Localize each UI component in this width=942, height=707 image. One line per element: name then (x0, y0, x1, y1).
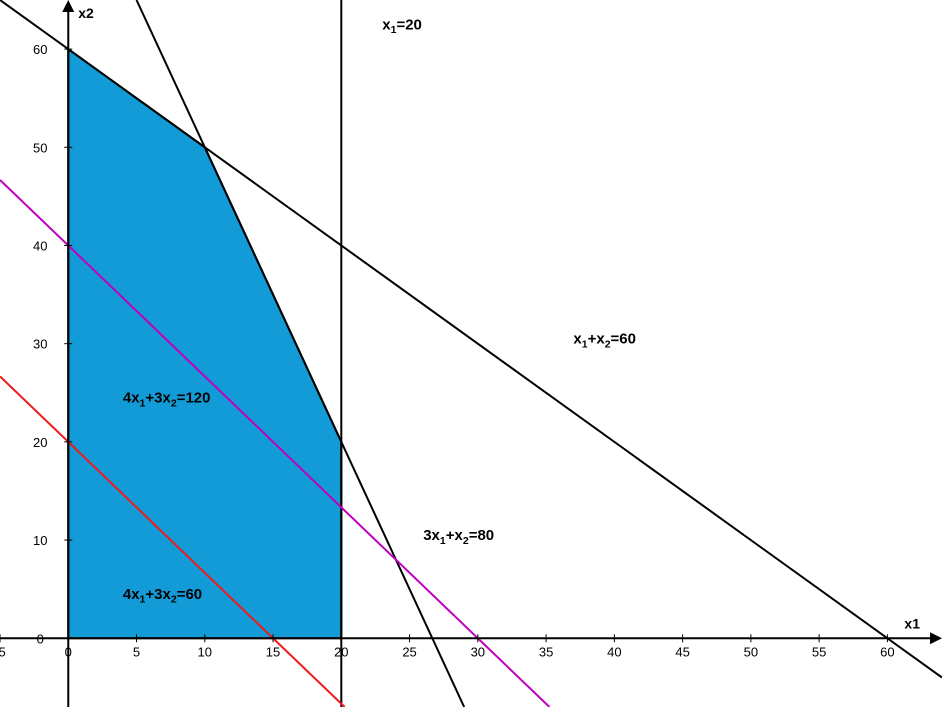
label-3x1_plus_x2_eq_80: 3x1+x2=80 (423, 527, 494, 547)
x-tick-label: 60 (880, 644, 894, 659)
label-4x1_plus_3x2_eq_120: 4x1+3x2=120 (123, 390, 211, 410)
y-tick-label: 10 (33, 533, 47, 548)
y-tick-label: 40 (33, 238, 47, 253)
y-tick-label: 0 (37, 631, 44, 646)
x-axis-label: x1 (904, 615, 920, 631)
x-tick-label: 30 (471, 644, 485, 659)
x-tick-label: 20 (334, 644, 348, 659)
x-tick-label: 35 (539, 644, 553, 659)
y-tick-label: 30 (33, 337, 47, 352)
x-tick-label: 40 (607, 644, 621, 659)
label-x1_eq_20: x1=20 (382, 16, 422, 36)
x-tick-label: 45 (675, 644, 689, 659)
y-tick-label: 20 (33, 435, 47, 450)
y-axis-label: x2 (78, 5, 94, 21)
x-tick-label: 50 (744, 644, 758, 659)
y-tick-label: 50 (33, 140, 47, 155)
y-tick-label: 60 (33, 42, 47, 57)
x-tick-label: 10 (198, 644, 212, 659)
x-tick-label: 55 (812, 644, 826, 659)
x-tick-label: 15 (266, 644, 280, 659)
x-tick-label: 25 (402, 644, 416, 659)
lp-chart: x1-5051015202530354045505560x20102030405… (0, 0, 942, 707)
x-tick-label: 5 (133, 644, 140, 659)
x-tick-label: -5 (0, 644, 6, 659)
label-4x1_plus_3x2_eq_60: 4x1+3x2=60 (123, 586, 202, 606)
